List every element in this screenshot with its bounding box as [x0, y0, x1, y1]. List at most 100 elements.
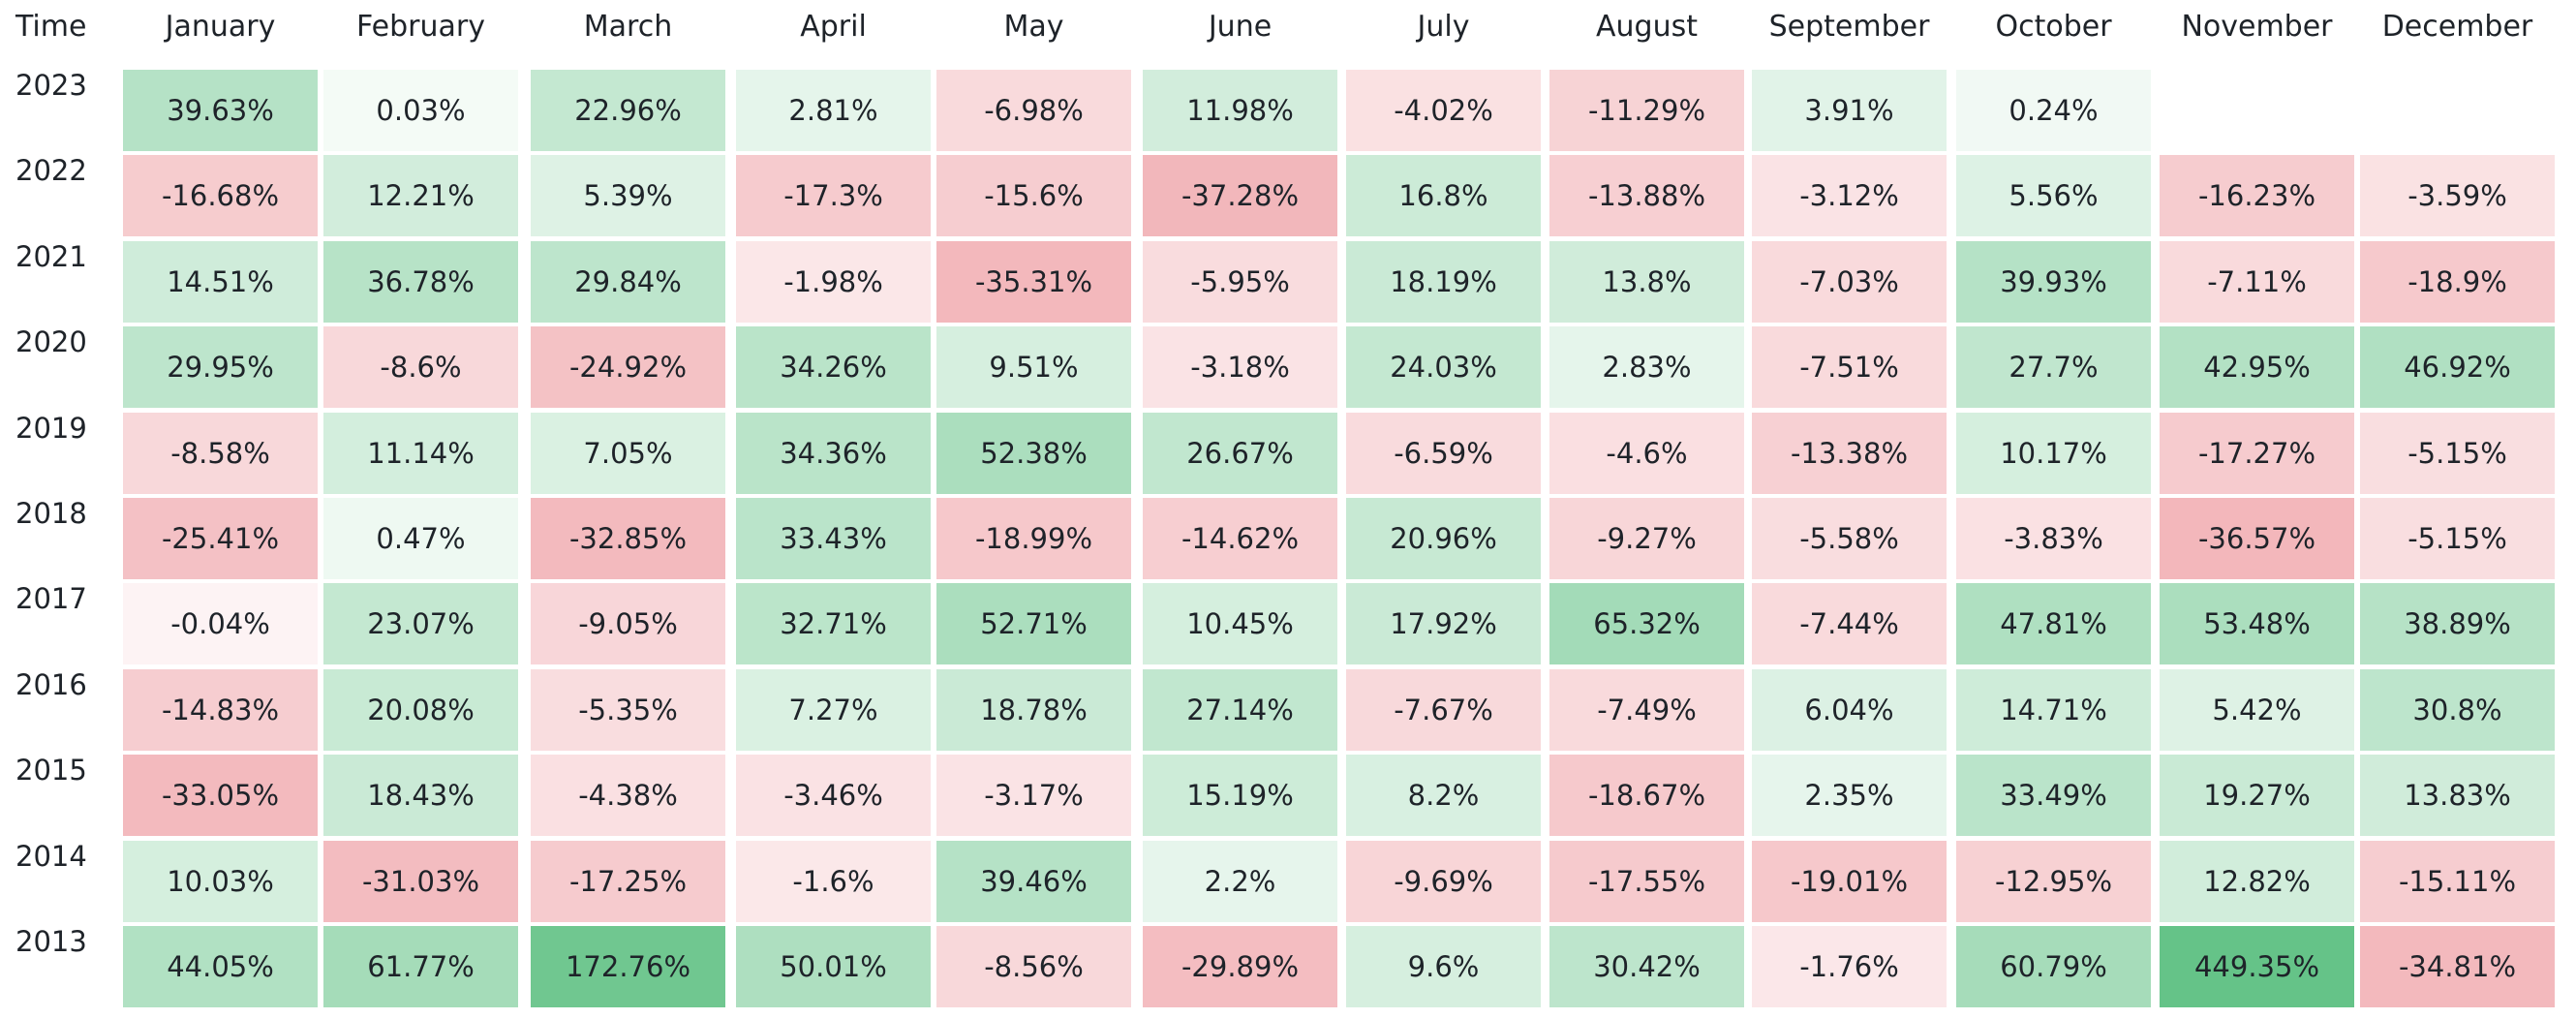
heatmap-cell: 24.03%	[1346, 326, 1541, 409]
corner-label: Time	[15, 10, 87, 44]
heatmap-cell: 12.21%	[323, 155, 518, 237]
heatmap-cell: -1.6%	[736, 840, 931, 922]
heatmap-cell: -24.92%	[531, 326, 725, 409]
heatmap-cell: 5.42%	[2160, 668, 2354, 751]
heatmap-cell: 172.76%	[531, 926, 725, 1007]
month-header: February	[356, 10, 485, 44]
heatmap-cell: -4.38%	[531, 755, 725, 837]
heatmap-cell: 20.08%	[323, 668, 518, 751]
heatmap-cell: -8.58%	[123, 412, 318, 494]
heatmap-cell: 9.51%	[936, 326, 1131, 409]
heatmap-cell	[2160, 70, 2354, 151]
heatmap-cell: -25.41%	[123, 498, 318, 579]
year-label: 2018	[15, 497, 87, 530]
heatmap-cell: -29.89%	[1143, 926, 1337, 1007]
heatmap-cell: 38.89%	[2360, 583, 2555, 665]
heatmap-cell: -9.27%	[1549, 498, 1744, 579]
month-header: July	[1417, 10, 1470, 44]
heatmap-cell: 19.27%	[2160, 755, 2354, 837]
heatmap-cell: 44.05%	[123, 926, 318, 1007]
heatmap-cell: 53.48%	[2160, 583, 2354, 665]
heatmap-cell: 36.78%	[323, 240, 518, 323]
heatmap-cell: -3.59%	[2360, 155, 2555, 237]
heatmap-cell: -5.58%	[1752, 498, 1947, 579]
heatmap-cell	[2360, 70, 2555, 151]
heatmap-cell: 18.43%	[323, 755, 518, 837]
heatmap-cell: 10.45%	[1143, 583, 1337, 665]
heatmap-cell: 16.8%	[1346, 155, 1541, 237]
heatmap-cell: -13.38%	[1752, 412, 1947, 494]
year-label: 2020	[15, 325, 87, 359]
heatmap-cell: 14.71%	[1956, 668, 2151, 751]
heatmap-cell: 52.71%	[936, 583, 1131, 665]
heatmap-cell: 7.05%	[531, 412, 725, 494]
heatmap-cell: -7.67%	[1346, 668, 1541, 751]
heatmap-cell: 27.14%	[1143, 668, 1337, 751]
heatmap-cell: 14.51%	[123, 240, 318, 323]
year-label: 2022	[15, 154, 87, 188]
heatmap-cell: 39.63%	[123, 70, 318, 151]
heatmap-cell: 2.83%	[1549, 326, 1744, 409]
heatmap-cell: -37.28%	[1143, 155, 1337, 237]
heatmap-cell: -14.62%	[1143, 498, 1337, 579]
heatmap-cell: 5.56%	[1956, 155, 2151, 237]
month-header: November	[2181, 10, 2333, 44]
heatmap-cell: -32.85%	[531, 498, 725, 579]
heatmap-cell: -3.18%	[1143, 326, 1337, 409]
heatmap-cell: 7.27%	[736, 668, 931, 751]
month-header: October	[1995, 10, 2112, 44]
heatmap-cell: 22.96%	[531, 70, 725, 151]
heatmap-cell: -4.02%	[1346, 70, 1541, 151]
heatmap-cell: -17.55%	[1549, 840, 1744, 922]
heatmap-cell: 10.03%	[123, 840, 318, 922]
heatmap-cell: 26.67%	[1143, 412, 1337, 494]
heatmap-cell: 18.78%	[936, 668, 1131, 751]
heatmap-cell: 3.91%	[1752, 70, 1947, 151]
heatmap-cell: -5.15%	[2360, 412, 2555, 494]
month-header: March	[583, 10, 673, 44]
heatmap-cell: -34.81%	[2360, 926, 2555, 1007]
heatmap-cell: 2.81%	[736, 70, 931, 151]
heatmap-cell: 65.32%	[1549, 583, 1744, 665]
heatmap-cell: -17.25%	[531, 840, 725, 922]
year-label: 2017	[15, 582, 87, 616]
heatmap-cell: 33.49%	[1956, 755, 2151, 837]
heatmap-cell: -7.51%	[1752, 326, 1947, 409]
heatmap-cell: 0.24%	[1956, 70, 2151, 151]
heatmap-cell: 2.2%	[1143, 840, 1337, 922]
heatmap-cell: -3.12%	[1752, 155, 1947, 237]
heatmap-cell: -6.98%	[936, 70, 1131, 151]
heatmap-cell: -13.88%	[1549, 155, 1744, 237]
heatmap-cell: -36.57%	[2160, 498, 2354, 579]
month-header: September	[1768, 10, 1930, 44]
heatmap-cell: 9.6%	[1346, 926, 1541, 1007]
heatmap-cell: 32.71%	[736, 583, 931, 665]
heatmap-cell: 27.7%	[1956, 326, 2151, 409]
heatmap-cell: -7.44%	[1752, 583, 1947, 665]
heatmap-cell: 52.38%	[936, 412, 1131, 494]
heatmap-cell: -9.05%	[531, 583, 725, 665]
heatmap-cell: -8.56%	[936, 926, 1131, 1007]
heatmap-cell: 6.04%	[1752, 668, 1947, 751]
heatmap-cell: -3.83%	[1956, 498, 2151, 579]
heatmap-cell: 2.35%	[1752, 755, 1947, 837]
heatmap-cell: 12.82%	[2160, 840, 2354, 922]
heatmap-cell: 61.77%	[323, 926, 518, 1007]
heatmap-cell: 8.2%	[1346, 755, 1541, 837]
heatmap-cell: -3.46%	[736, 755, 931, 837]
heatmap-cell: 34.36%	[736, 412, 931, 494]
heatmap-cell: -15.6%	[936, 155, 1131, 237]
heatmap-cell: 23.07%	[323, 583, 518, 665]
heatmap-cell: 30.42%	[1549, 926, 1744, 1007]
heatmap-cell: -8.6%	[323, 326, 518, 409]
heatmap-cell: 47.81%	[1956, 583, 2151, 665]
year-label: 2019	[15, 411, 87, 445]
heatmap-cell: 13.8%	[1549, 240, 1744, 323]
heatmap-cell: -15.11%	[2360, 840, 2555, 922]
heatmap-cell: -7.03%	[1752, 240, 1947, 323]
heatmap-cell: -31.03%	[323, 840, 518, 922]
heatmap-cell: -11.29%	[1549, 70, 1744, 151]
heatmap-cell: -17.27%	[2160, 412, 2354, 494]
heatmap-cell: 29.95%	[123, 326, 318, 409]
month-header: May	[1003, 10, 1064, 44]
